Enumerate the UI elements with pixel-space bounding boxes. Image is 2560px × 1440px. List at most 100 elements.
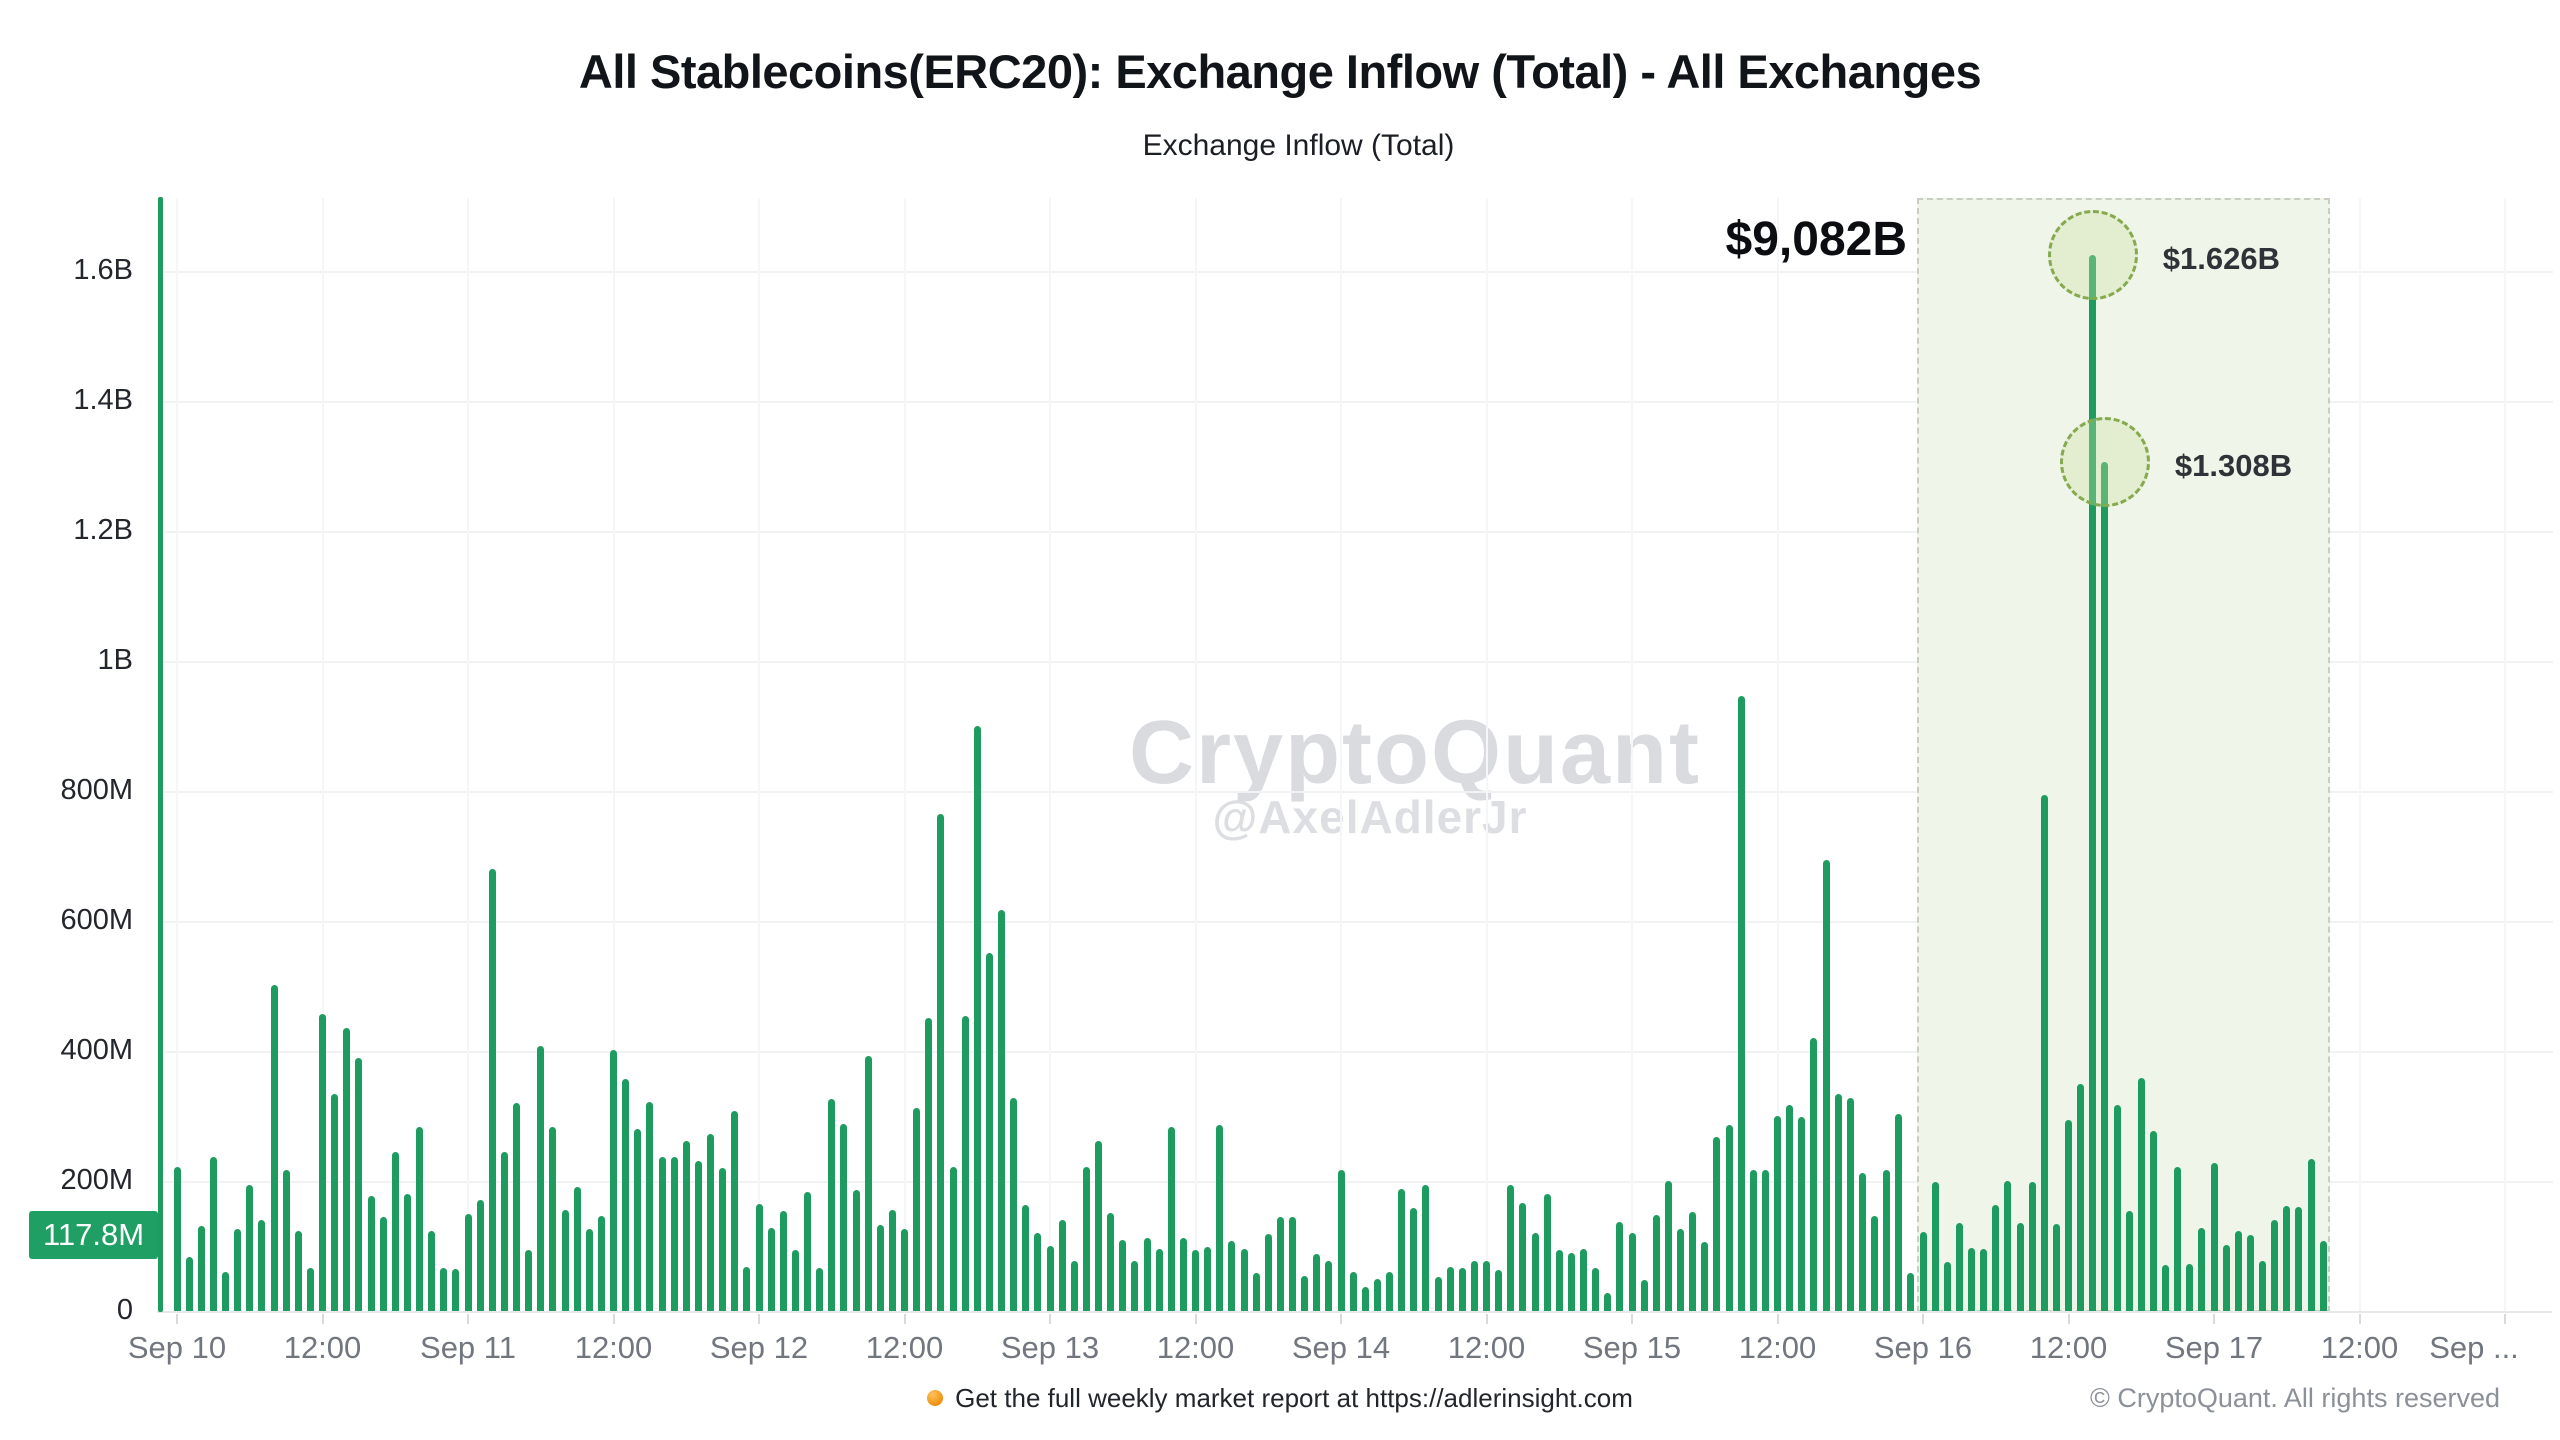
inflow-bar[interactable] — [816, 1267, 824, 1312]
inflow-bar[interactable] — [1058, 1219, 1066, 1312]
inflow-bar[interactable] — [2234, 1231, 2242, 1312]
inflow-bar[interactable] — [1701, 1241, 1709, 1312]
inflow-bar[interactable] — [658, 1156, 666, 1312]
inflow-bar[interactable] — [985, 953, 993, 1312]
inflow-bar[interactable] — [246, 1185, 254, 1312]
inflow-bar[interactable] — [1107, 1213, 1115, 1312]
inflow-bar[interactable] — [2259, 1260, 2266, 1312]
inflow-bar[interactable] — [2198, 1227, 2206, 1312]
inflow-bar[interactable] — [1943, 1261, 1951, 1312]
inflow-bar[interactable] — [2162, 1265, 2169, 1312]
inflow-bar[interactable] — [1264, 1234, 1272, 1312]
inflow-bar[interactable] — [343, 1027, 351, 1312]
inflow-bar[interactable] — [185, 1256, 193, 1312]
inflow-bar[interactable] — [1519, 1203, 1527, 1312]
inflow-bar[interactable] — [1652, 1215, 1660, 1312]
inflow-bar[interactable] — [622, 1078, 630, 1312]
inflow-bar[interactable] — [1289, 1217, 1296, 1312]
inflow-bar[interactable] — [209, 1157, 217, 1312]
inflow-bar[interactable] — [1470, 1260, 1478, 1312]
inflow-bar[interactable] — [1252, 1273, 1260, 1312]
inflow-bar[interactable] — [1131, 1260, 1139, 1312]
inflow-bar[interactable] — [828, 1098, 836, 1312]
inflow-bar[interactable] — [1858, 1172, 1866, 1312]
inflow-bar[interactable] — [1810, 1038, 1818, 1312]
inflow-bar[interactable] — [2271, 1220, 2279, 1312]
inflow-bar[interactable] — [319, 1013, 326, 1312]
inflow-bar[interactable] — [1398, 1189, 1406, 1312]
inflow-bar[interactable] — [1834, 1094, 1842, 1312]
inflow-bar[interactable] — [1567, 1252, 1575, 1312]
inflow-bar[interactable] — [1725, 1124, 1733, 1312]
inflow-bar[interactable] — [1919, 1232, 1927, 1312]
inflow-bar[interactable] — [1386, 1272, 1393, 1312]
inflow-bar[interactable] — [1216, 1125, 1224, 1312]
inflow-bar[interactable] — [585, 1229, 593, 1312]
inflow-bar[interactable] — [1664, 1181, 1672, 1312]
inflow-bar[interactable] — [694, 1161, 702, 1312]
inflow-bar[interactable] — [670, 1157, 678, 1312]
inflow-bar[interactable] — [840, 1123, 848, 1312]
inflow-bar[interactable] — [646, 1102, 654, 1312]
inflow-bar[interactable] — [1082, 1167, 1090, 1312]
inflow-bar[interactable] — [1992, 1204, 2000, 1312]
inflow-bar[interactable] — [1774, 1115, 1781, 1312]
inflow-bar[interactable] — [610, 1050, 617, 1312]
inflow-bar[interactable] — [500, 1152, 508, 1312]
inflow-bar[interactable] — [1531, 1233, 1539, 1312]
inflow-bar[interactable] — [973, 725, 981, 1312]
inflow-bar[interactable] — [1495, 1270, 1503, 1312]
inflow-bar[interactable] — [2319, 1240, 2327, 1312]
inflow-bar[interactable] — [1786, 1104, 1794, 1312]
inflow-bar[interactable] — [791, 1249, 799, 1312]
inflow-bar[interactable] — [1313, 1253, 1321, 1312]
inflow-bar[interactable] — [1604, 1292, 1612, 1312]
inflow-bar[interactable] — [731, 1110, 739, 1312]
inflow-bar[interactable] — [270, 985, 278, 1312]
inflow-bar[interactable] — [1204, 1247, 1212, 1312]
inflow-bar[interactable] — [949, 1167, 957, 1312]
inflow-bar[interactable] — [537, 1045, 545, 1312]
inflow-bar[interactable] — [306, 1267, 314, 1312]
inflow-bar[interactable] — [1822, 860, 1830, 1312]
inflow-bar[interactable] — [294, 1231, 302, 1312]
inflow-bar[interactable] — [1143, 1237, 1151, 1312]
inflow-bar[interactable] — [452, 1269, 460, 1312]
inflow-bar[interactable] — [428, 1231, 436, 1312]
inflow-bar[interactable] — [2137, 1078, 2145, 1312]
inflow-bar[interactable] — [1761, 1169, 1769, 1312]
inflow-bar[interactable] — [1022, 1205, 1030, 1312]
inflow-bar[interactable] — [1010, 1098, 1018, 1312]
inflow-bar[interactable] — [2113, 1104, 2121, 1312]
inflow-bar[interactable] — [476, 1199, 484, 1312]
inflow-bar[interactable] — [1543, 1194, 1551, 1312]
inflow-bar[interactable] — [2222, 1245, 2230, 1312]
inflow-bar[interactable] — [234, 1228, 242, 1312]
inflow-bar[interactable] — [1434, 1276, 1442, 1312]
inflow-bar[interactable] — [2052, 1224, 2060, 1312]
inflow-bar[interactable] — [282, 1170, 290, 1312]
inflow-bar[interactable] — [1361, 1287, 1369, 1312]
inflow-bar[interactable] — [767, 1227, 775, 1312]
inflow-bar[interactable] — [173, 1167, 181, 1312]
inflow-bar[interactable] — [1458, 1267, 1466, 1312]
inflow-bar[interactable] — [1095, 1141, 1102, 1312]
inflow-bar[interactable] — [1422, 1185, 1430, 1312]
inflow-bar[interactable] — [743, 1267, 751, 1312]
inflow-bar[interactable] — [719, 1167, 727, 1312]
inflow-bar[interactable] — [1167, 1126, 1175, 1312]
inflow-bar[interactable] — [1980, 1248, 1988, 1312]
inflow-bar[interactable] — [864, 1055, 872, 1312]
inflow-bar[interactable] — [1907, 1273, 1915, 1312]
inflow-bar[interactable] — [1034, 1232, 1042, 1312]
inflow-bar[interactable] — [2004, 1180, 2012, 1312]
inflow-bar[interactable] — [2101, 461, 2109, 1312]
inflow-bar[interactable] — [1968, 1248, 1975, 1312]
inflow-bar[interactable] — [1931, 1182, 1939, 1312]
inflow-bar[interactable] — [2283, 1206, 2291, 1312]
inflow-bar[interactable] — [2210, 1162, 2218, 1312]
inflow-bar[interactable] — [779, 1211, 787, 1312]
inflow-bar[interactable] — [1713, 1136, 1721, 1312]
inflow-bar[interactable] — [852, 1190, 860, 1312]
inflow-bar[interactable] — [1895, 1113, 1903, 1312]
